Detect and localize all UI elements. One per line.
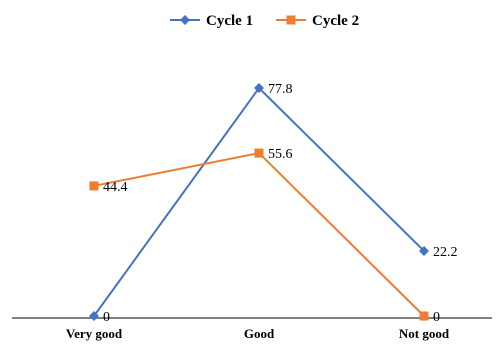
data-label-cycle-2: 55.6 (268, 147, 293, 162)
data-point-cycle-2 (254, 148, 264, 158)
x-tick-label: Very good (66, 326, 123, 341)
data-point-cycle-2 (419, 311, 429, 321)
series-line-cycle-1 (93, 86, 425, 317)
data-point-cycle-2 (89, 181, 99, 191)
x-tick-label: Not good (399, 326, 450, 341)
legend-label: Cycle 2 (312, 13, 359, 29)
x-tick-label: Good (244, 326, 275, 341)
legend: Cycle 1 Cycle 2 (170, 13, 359, 29)
data-point-cycle-1 (419, 245, 429, 256)
data-point-cycle-1 (254, 83, 264, 94)
legend-item-cycle-1: Cycle 1 (170, 13, 253, 29)
data-label-cycle-1: 0 (103, 310, 110, 325)
data-label-cycle-2: 0 (433, 310, 440, 325)
legend-item-cycle-2: Cycle 2 (276, 13, 359, 29)
legend-marker (180, 15, 190, 25)
data-point-cycle-1 (89, 311, 99, 321)
legend-label: Cycle 1 (206, 13, 253, 29)
legend-marker (286, 15, 296, 25)
data-label-cycle-1: 22.2 (433, 245, 458, 260)
data-label-cycle-1: 77.8 (268, 82, 293, 97)
series-line-cycle-2 (93, 152, 425, 317)
data-label-cycle-2: 44.4 (103, 180, 128, 195)
